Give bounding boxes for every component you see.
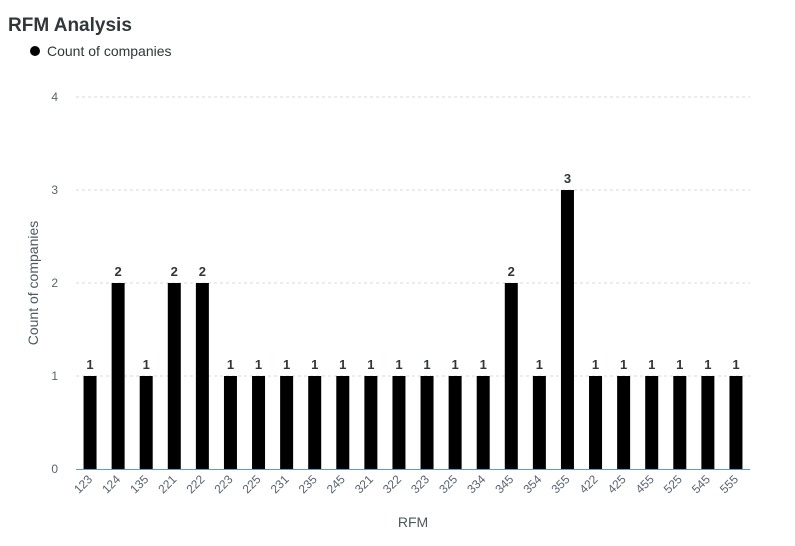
y-tick-label: 4 — [51, 90, 58, 104]
y-tick-label: 2 — [51, 276, 58, 290]
legend-marker — [30, 46, 40, 56]
bar[interactable] — [252, 376, 266, 469]
data-label: 1 — [452, 357, 459, 372]
x-tick-label: 321 — [352, 472, 376, 496]
x-tick-label: 231 — [268, 472, 292, 496]
bar[interactable] — [448, 376, 462, 469]
bar[interactable] — [336, 376, 350, 469]
bar[interactable] — [504, 283, 518, 469]
data-label: 1 — [592, 357, 599, 372]
data-label: 1 — [480, 357, 487, 372]
y-tick-label: 1 — [51, 369, 58, 383]
gridlines — [76, 96, 750, 377]
x-tick-label: 425 — [605, 472, 629, 496]
x-tick-label: 222 — [183, 472, 207, 496]
data-label: 1 — [648, 357, 655, 372]
bar[interactable] — [476, 376, 490, 469]
x-tick-label: 345 — [492, 472, 516, 496]
legend-label: Count of companies — [47, 43, 172, 59]
x-tick-label: 455 — [633, 472, 657, 496]
bar[interactable] — [223, 376, 237, 469]
data-label: 1 — [423, 357, 430, 372]
bar[interactable] — [111, 283, 125, 469]
bar[interactable] — [420, 376, 434, 469]
x-tick-label: 123 — [71, 472, 95, 496]
bar[interactable] — [280, 376, 294, 469]
data-label: 2 — [171, 264, 178, 279]
x-tick-label: 245 — [324, 472, 348, 496]
x-axis-title: RFM — [398, 514, 428, 530]
bar[interactable] — [617, 376, 631, 469]
y-tick-label: 3 — [51, 183, 58, 197]
bar[interactable] — [392, 376, 406, 469]
bar[interactable] — [729, 376, 743, 469]
y-axis-ticks: 0 1 2 3 4 — [51, 90, 58, 476]
data-label: 1 — [143, 357, 150, 372]
x-tick-label: 422 — [577, 472, 601, 496]
bar[interactable] — [364, 376, 378, 469]
x-tick-label: 325 — [436, 472, 460, 496]
y-axis-title: Count of companies — [25, 221, 41, 346]
x-tick-label: 235 — [296, 472, 320, 496]
data-label: 1 — [86, 357, 93, 372]
x-tick-label: 525 — [661, 472, 685, 496]
bar[interactable] — [701, 376, 715, 469]
bar[interactable] — [560, 190, 574, 469]
bar[interactable] — [139, 376, 153, 469]
bars — [83, 190, 743, 469]
x-axis-ticks: 123 124 135 221 222 223 225 231 235 245 321 322 323 3… — [71, 472, 741, 496]
bar[interactable] — [645, 376, 659, 469]
bar[interactable] — [589, 376, 603, 469]
bar[interactable] — [167, 283, 181, 469]
data-label: 2 — [199, 264, 206, 279]
bar[interactable] — [195, 283, 209, 469]
data-label: 1 — [704, 357, 711, 372]
bar[interactable] — [532, 376, 546, 469]
data-label: 1 — [339, 357, 346, 372]
data-label: 1 — [227, 357, 234, 372]
x-tick-label: 135 — [127, 472, 151, 496]
data-label: 2 — [508, 264, 515, 279]
data-label: 2 — [115, 264, 122, 279]
x-tick-label: 354 — [520, 472, 544, 496]
x-tick-label: 124 — [99, 472, 123, 496]
data-label: 1 — [367, 357, 374, 372]
x-tick-label: 334 — [464, 472, 488, 496]
x-tick-label: 225 — [240, 472, 264, 496]
bar[interactable] — [673, 376, 687, 469]
data-label: 1 — [255, 357, 262, 372]
x-tick-label: 221 — [155, 472, 179, 496]
x-tick-label: 323 — [408, 472, 432, 496]
data-labels: 1 2 1 2 2 1 1 1 1 1 1 1 1 1 1 2 1 3 1 1 1 1 1 1 — [86, 171, 739, 372]
data-label: 1 — [395, 357, 402, 372]
data-label: 1 — [620, 357, 627, 372]
chart-legend[interactable]: Count of companies — [30, 43, 172, 59]
data-label: 3 — [564, 171, 571, 186]
bar[interactable] — [83, 376, 97, 469]
x-tick-label: 355 — [549, 472, 573, 496]
x-tick-label: 322 — [380, 472, 404, 496]
bar[interactable] — [308, 376, 322, 469]
data-label: 1 — [732, 357, 739, 372]
data-label: 1 — [536, 357, 543, 372]
data-label: 1 — [676, 357, 683, 372]
data-label: 1 — [283, 357, 290, 372]
x-tick-label: 223 — [212, 472, 236, 496]
chart-title: RFM Analysis — [8, 15, 132, 36]
x-tick-label: 555 — [717, 472, 741, 496]
data-label: 1 — [311, 357, 318, 372]
y-tick-label: 0 — [51, 462, 58, 476]
x-tick-label: 545 — [689, 472, 713, 496]
